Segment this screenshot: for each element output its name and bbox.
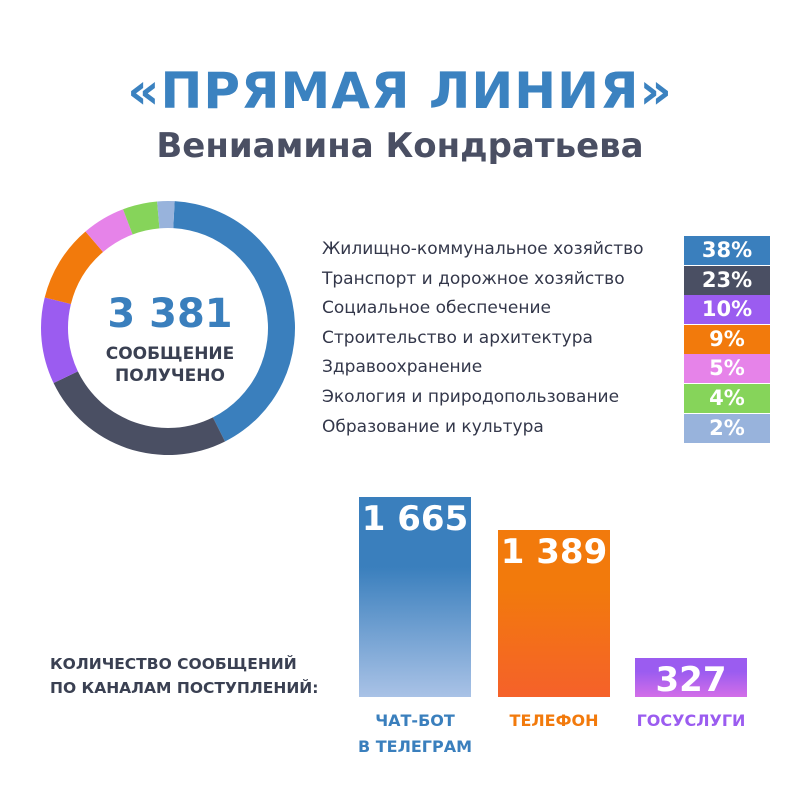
bar-value-label: 327 (655, 659, 727, 700)
legend-item: Экология и природопользование 4% (322, 384, 770, 413)
legend-item: Жилищно-коммунальное хозяйство 38% (322, 236, 770, 265)
legend-percent-badge: 10% (684, 295, 770, 325)
legend-label: Транспорт и дорожное хозяйство (322, 268, 625, 289)
bar-value-label: 1 665 (361, 499, 469, 539)
total-caption-line2: ПОЛУЧЕНО (115, 366, 225, 386)
bar-category-line1: ТЕЛЕФОН (509, 711, 599, 730)
donut-slice-5 (85, 209, 133, 252)
legend-percent-badge: 23% (684, 265, 770, 295)
bar-category-line1: ГОСУСЛУГИ (636, 711, 746, 730)
legend-label: Жилищно-коммунальное хозяйство (322, 239, 644, 259)
total-messages-value: 3 381 (107, 291, 233, 337)
legend-label: Социальное обеспечение (322, 298, 551, 319)
legend-percent-badge: 4% (684, 384, 770, 413)
legend-item: Социальное обеспечение 10% (322, 295, 770, 325)
legend-label: Здравоохранение (322, 357, 483, 378)
legend-percent-badge: 38% (684, 236, 770, 265)
legend-item: Здравоохранение 5% (322, 354, 770, 384)
donut-slice-4 (44, 231, 104, 305)
bars-caption: КОЛИЧЕСТВО СООБЩЕНИЙ ПО КАНАЛАМ ПОСТУПЛЕ… (50, 652, 350, 700)
legend-percent-badge: 2% (684, 413, 770, 443)
bars-caption-line2: ПО КАНАЛАМ ПОСТУПЛЕНИЙ: (50, 679, 319, 697)
bar-category-label: ГОСУСЛУГИ (621, 708, 761, 734)
legend-percent-badge: 5% (684, 354, 770, 384)
legend-label: Строительство и архитектура (322, 327, 593, 348)
bar-category-line1: ЧАТ-БОТ (375, 711, 455, 730)
bar-value-label: 1 389 (500, 532, 608, 573)
bar-category-line2: В ТЕЛЕГРАМ (357, 737, 473, 756)
total-caption-line1: СООБЩЕНИЕ (105, 344, 235, 364)
page-title: «ПРЯМАЯ ЛИНИЯ» (127, 62, 673, 120)
donut-slice-2 (53, 371, 226, 455)
donut-slice-3 (41, 297, 78, 384)
bar-3: 327 (635, 657, 747, 700)
legend-item: Строительство и архитектура 9% (322, 324, 770, 354)
legend-percent-badge: 9% (684, 324, 770, 354)
bar-2: 1 389 (498, 530, 610, 697)
bar-category-label: ТЕЛЕФОН (484, 708, 624, 734)
bar-category-label: ЧАТ-БОТ В ТЕЛЕГРАМ (345, 708, 485, 760)
bar-1: 1 665 (359, 497, 471, 697)
donut-slice-1 (173, 201, 296, 442)
legend-item: Образование и культура 2% (322, 413, 770, 443)
donut-slice-7 (157, 200, 175, 229)
legend-label: Образование и культура (322, 416, 544, 437)
page-subtitle: Вениамина Кондратьева (156, 126, 644, 166)
bars-caption-line1: КОЛИЧЕСТВО СООБЩЕНИЙ (50, 655, 297, 673)
legend-label: Экология и природопользование (322, 387, 620, 407)
legend-item: Транспорт и дорожное хозяйство 23% (322, 265, 770, 295)
total-messages-caption: СООБЩЕНИЕ ПОЛУЧЕНО (80, 343, 260, 387)
donut-slice-6 (123, 201, 160, 235)
